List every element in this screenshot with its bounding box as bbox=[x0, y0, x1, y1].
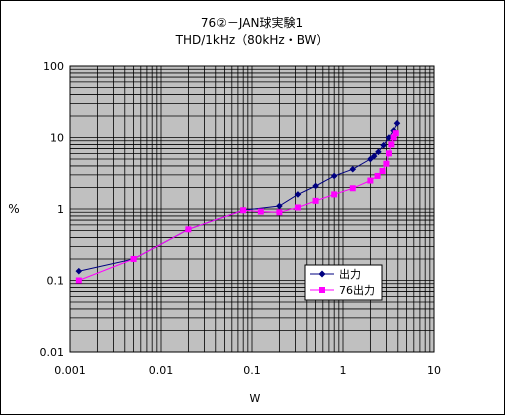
y-tick-labels: 100 10 1 0.1 0.01 bbox=[40, 60, 65, 359]
y-axis-label: % bbox=[8, 202, 19, 216]
data-point bbox=[380, 141, 387, 149]
data-point bbox=[331, 191, 338, 198]
x-tick-label: 10 bbox=[427, 364, 441, 377]
grid-lines bbox=[69, 66, 434, 353]
data-point bbox=[312, 197, 319, 204]
data-point bbox=[385, 134, 393, 141]
data-point bbox=[370, 152, 378, 160]
x-tick-labels: 0.001 0.01 0.1 1 10 bbox=[54, 364, 441, 377]
y-tick-label: 0.01 bbox=[40, 346, 65, 359]
data-point bbox=[388, 141, 395, 148]
y-tick-label: 10 bbox=[50, 132, 64, 145]
legend-label-2: 76出力 bbox=[339, 283, 375, 297]
series-group bbox=[75, 119, 401, 284]
data-point bbox=[240, 207, 247, 214]
data-point bbox=[367, 155, 374, 163]
data-point bbox=[257, 208, 264, 215]
data-point bbox=[75, 277, 82, 284]
data-point bbox=[294, 191, 302, 198]
data-point bbox=[367, 177, 374, 184]
legend-marker-2 bbox=[319, 287, 325, 293]
data-point bbox=[185, 226, 192, 233]
data-point bbox=[393, 119, 401, 127]
data-point bbox=[276, 209, 283, 216]
data-point bbox=[390, 134, 397, 141]
data-point bbox=[392, 130, 399, 137]
legend-marker-1 bbox=[318, 270, 326, 278]
data-point bbox=[276, 202, 283, 210]
chart-title: 76②－JAN球実験1 bbox=[201, 15, 303, 30]
y-tick-label: 1 bbox=[57, 203, 64, 216]
x-tick-label: 1 bbox=[340, 364, 347, 377]
legend: 出力 76出力 bbox=[304, 264, 383, 301]
chart-subtitle: THD/1kHz（80kHz・BW） bbox=[175, 33, 329, 47]
data-point bbox=[349, 185, 356, 192]
legend-box bbox=[304, 264, 383, 301]
plot-border bbox=[69, 65, 435, 353]
data-point bbox=[294, 204, 301, 211]
data-point bbox=[349, 165, 357, 173]
data-point bbox=[379, 167, 386, 174]
data-point bbox=[330, 172, 338, 180]
data-point bbox=[383, 160, 390, 167]
x-axis-label: W bbox=[250, 392, 261, 405]
x-tick-label: 0.01 bbox=[149, 364, 174, 377]
y-tick-label: 0.1 bbox=[47, 275, 65, 288]
data-point bbox=[130, 255, 137, 262]
data-point bbox=[385, 150, 392, 157]
data-point bbox=[312, 182, 319, 190]
data-point bbox=[375, 148, 382, 156]
data-point bbox=[374, 172, 381, 179]
legend-label-1: 出力 bbox=[339, 267, 361, 281]
x-tick-label: 0.001 bbox=[54, 364, 86, 377]
y-tick-label: 100 bbox=[43, 60, 64, 73]
x-tick-label: 0.1 bbox=[243, 364, 261, 377]
data-point bbox=[75, 267, 83, 275]
